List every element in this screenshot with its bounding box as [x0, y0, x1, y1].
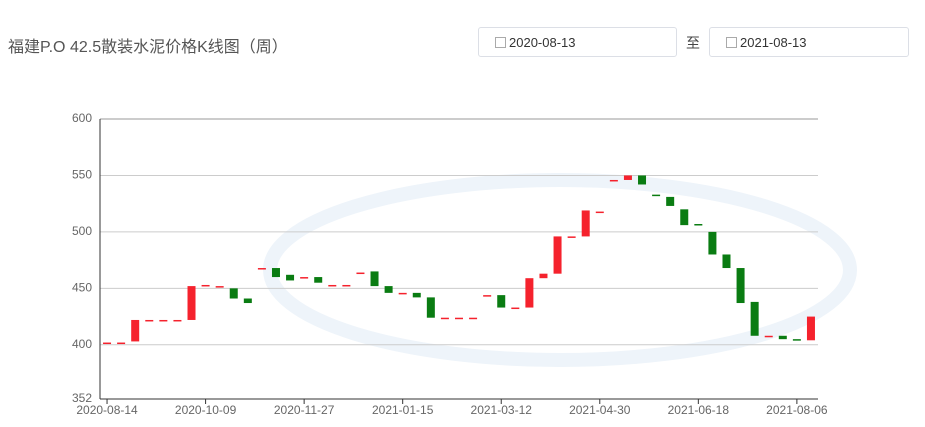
- x-tick-label: 2021-08-06: [766, 403, 828, 417]
- page-title: 福建P.O 42.5散装水泥价格K线图（周）: [8, 39, 288, 56]
- candle-body: [525, 278, 534, 308]
- candle-body: [623, 175, 632, 180]
- candle-body: [342, 284, 351, 287]
- candle-body: [215, 286, 224, 288]
- candle-body: [694, 224, 703, 226]
- candle-body: [792, 339, 801, 341]
- candle-body: [708, 231, 717, 255]
- candle-body: [764, 335, 773, 338]
- x-tick-label: 2021-04-30: [569, 403, 631, 417]
- candle-body: [314, 277, 323, 283]
- x-tick-label: 2020-11-27: [274, 403, 335, 417]
- candle-body: [652, 194, 661, 197]
- candle-body: [173, 319, 182, 322]
- candle-body: [440, 317, 449, 320]
- candle-body: [412, 292, 421, 298]
- x-tick-label: 2021-03-12: [471, 403, 533, 417]
- date-separator: 至: [686, 35, 700, 51]
- candle-body: [497, 295, 506, 308]
- candle-body: [680, 209, 689, 226]
- candle-body: [356, 272, 365, 275]
- candle-body: [398, 292, 407, 295]
- y-tick-label: 500: [72, 224, 92, 238]
- candle-body: [806, 316, 815, 341]
- start-date-input[interactable]: 2020-08-13: [478, 27, 677, 57]
- candle-body: [736, 268, 745, 304]
- candle-body: [469, 317, 478, 320]
- y-tick-label: 550: [72, 168, 92, 182]
- candle-body: [243, 298, 252, 304]
- x-tick-label: 2021-06-18: [668, 403, 730, 417]
- candle-body: [131, 319, 140, 342]
- candle-body: [539, 273, 548, 279]
- candle-body: [384, 286, 393, 293]
- y-tick-label: 450: [72, 281, 92, 295]
- candle-body: [300, 277, 309, 279]
- candle-body: [103, 342, 112, 345]
- y-tick-label: 400: [72, 337, 92, 351]
- y-tick-label: 352: [72, 391, 92, 405]
- candle-body: [511, 307, 520, 310]
- x-tick-label: 2020-10-09: [175, 403, 237, 417]
- candle-body: [609, 179, 618, 182]
- x-tick-label: 2021-01-15: [372, 403, 434, 417]
- candle-body: [455, 317, 463, 320]
- candle-body: [553, 236, 562, 274]
- watermark: [263, 173, 857, 367]
- candle-body: [159, 319, 168, 322]
- candle-body: [201, 284, 210, 287]
- candle-body: [187, 286, 196, 320]
- candle-body: [271, 268, 280, 278]
- y-tick-label: 600: [72, 111, 92, 125]
- candle-body: [722, 254, 731, 269]
- x-tick-label: 2020-08-14: [76, 403, 138, 417]
- candle-body: [257, 268, 266, 270]
- candle-body: [117, 342, 126, 345]
- candle-body: [483, 295, 492, 297]
- candle-body: [229, 288, 238, 299]
- candle-body: [370, 271, 379, 287]
- candle-body: [581, 210, 590, 237]
- candle-body: [750, 301, 759, 336]
- candle-body: [145, 319, 154, 322]
- candle-body: [328, 284, 337, 287]
- candle-body: [778, 335, 787, 340]
- end-date-input[interactable]: 2021-08-13: [709, 27, 909, 57]
- candle-body: [286, 274, 295, 281]
- candle-body: [426, 297, 435, 318]
- candle-body: [666, 196, 675, 206]
- candle-body: [638, 175, 647, 185]
- candle-body: [567, 236, 576, 238]
- candle-body: [595, 211, 604, 214]
